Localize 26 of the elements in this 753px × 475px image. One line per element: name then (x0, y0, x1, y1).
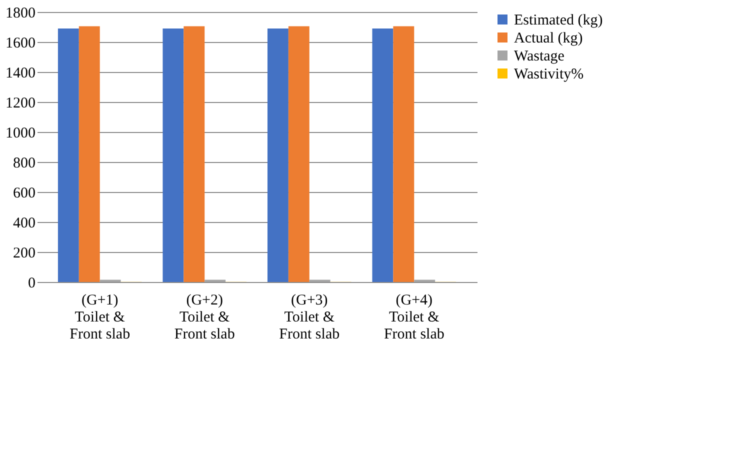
y-tick-label: 1600 (6, 36, 36, 52)
bar (372, 28, 394, 282)
y-tick-label: 0 (28, 276, 36, 292)
legend-label: Actual (kg) (514, 30, 583, 46)
y-tick-label: 400 (13, 216, 36, 232)
y-tick-label: 1800 (6, 6, 36, 22)
y-tick-label: 1400 (6, 66, 36, 82)
bar (162, 28, 184, 282)
y-tick-label: 600 (13, 186, 36, 202)
bar (393, 26, 414, 282)
legend-label: Estimated (kg) (514, 12, 603, 28)
legend-label: Wastivity% (514, 66, 584, 82)
bar (78, 26, 100, 282)
y-tick-label: 200 (13, 246, 36, 262)
bar (288, 26, 310, 282)
y-tick-label: 1000 (6, 126, 36, 142)
x-tick-label: (G+2) Toilet & Front slab (174, 292, 235, 342)
bar (58, 28, 79, 282)
bar (184, 26, 205, 282)
y-tick-label: 800 (13, 156, 36, 172)
legend-label: Wastage (514, 48, 565, 64)
x-tick-label: (G+4) Toilet & Front slab (384, 292, 444, 342)
x-tick-label: (G+3) Toilet & Front slab (279, 292, 340, 342)
x-tick-label: (G+1) Toilet & Front slab (70, 292, 130, 342)
y-tick-label: 1200 (6, 96, 36, 112)
bar (267, 28, 288, 282)
